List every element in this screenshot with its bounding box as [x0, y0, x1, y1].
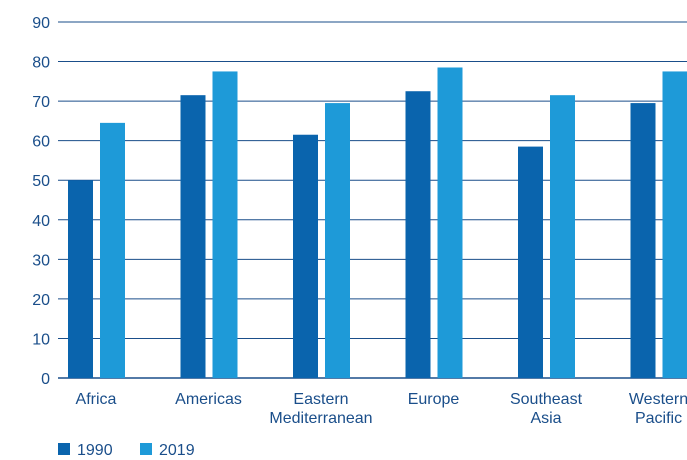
y-tick-label: 50 — [32, 173, 50, 190]
bar-1990-3 — [405, 91, 431, 378]
x-category-label: Americas — [175, 391, 242, 408]
y-tick-label: 60 — [32, 134, 50, 151]
x-category-label: Pacific — [635, 410, 682, 427]
y-tick-label: 0 — [41, 371, 50, 388]
y-tick-label: 40 — [32, 213, 50, 230]
bar-2019-1 — [212, 71, 238, 378]
bar-1990-2 — [293, 134, 318, 378]
legend-swatch-2019 — [140, 443, 152, 455]
x-category-label: Europe — [408, 391, 460, 408]
grid-lines — [58, 21, 687, 379]
bar-2019-4 — [550, 95, 575, 378]
x-category-label: Southeast — [510, 391, 583, 408]
bars — [68, 67, 687, 378]
bar-1990-4 — [518, 146, 543, 378]
legend-swatch-1990 — [58, 443, 70, 455]
y-tick-label: 70 — [32, 94, 50, 111]
legend-label-2019: 2019 — [159, 442, 195, 459]
y-axis-ticks: 0 10 20 30 40 50 60 70 80 90 — [32, 15, 50, 388]
bar-1990-0 — [68, 180, 93, 378]
bar-2019-5 — [662, 71, 687, 378]
x-category-label: Africa — [76, 391, 117, 408]
bar-2019-3 — [437, 67, 463, 378]
x-category-label: Eastern — [293, 391, 348, 408]
bar-2019-0 — [100, 122, 125, 378]
bar-2019-2 — [325, 103, 350, 378]
x-category-label: Mediterranean — [269, 410, 372, 427]
y-tick-label: 10 — [32, 331, 50, 348]
y-tick-label: 30 — [32, 252, 50, 269]
legend-label-1990: 1990 — [77, 442, 113, 459]
x-category-label: Western — [629, 391, 687, 408]
y-tick-label: 80 — [32, 55, 50, 72]
y-tick-label: 20 — [32, 292, 50, 309]
y-tick-label: 90 — [32, 15, 50, 32]
legend: 1990 2019 — [58, 442, 195, 459]
x-axis-labels: Africa Americas Eastern Mediterranean Europe… — [76, 391, 687, 427]
bar-1990-1 — [180, 95, 206, 378]
bar-1990-5 — [630, 103, 656, 378]
x-category-label: Asia — [530, 410, 561, 427]
